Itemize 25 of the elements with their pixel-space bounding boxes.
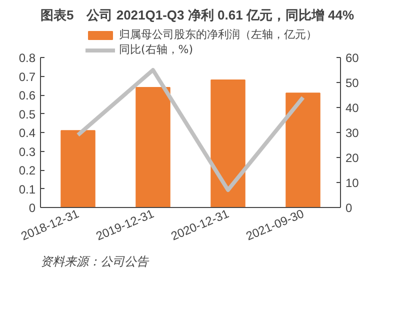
y2-tick-label: 30 (346, 126, 360, 140)
y-tick-label: 0.8 (18, 51, 36, 65)
line-series (76, 68, 305, 192)
y-tick-label: 0 (28, 201, 36, 215)
y-tick-label: 0.3 (18, 144, 36, 159)
bar (286, 92, 320, 208)
bar (136, 87, 170, 208)
y-tick-label: 0.7 (18, 70, 36, 84)
y2-tick-label: 50 (346, 76, 360, 90)
y-tick-label: 0.6 (18, 88, 36, 102)
legend-label: 同比(右轴，%) (119, 43, 194, 56)
bar (210, 80, 246, 208)
y-tick-label: 0.1 (18, 182, 36, 196)
chart-title: 图表5 公司 2021Q1-Q3 净利 0.61 亿元，同比增 44% (40, 8, 354, 22)
y2-tick-label: 60 (346, 51, 360, 65)
y-tick-label: 0.2 (18, 164, 36, 178)
y-tick-label: 0.5 (18, 107, 36, 122)
y2-tick-label: 40 (346, 101, 360, 115)
y2-tick-label: 0 (346, 201, 352, 215)
legend-label: 归属母公司股东的净利润（左轴，亿元） (119, 27, 318, 42)
y2-tick-label: 20 (346, 151, 360, 165)
y2-tick-label: 10 (346, 176, 360, 190)
y-tick-label: 0.4 (18, 126, 36, 140)
text: 资料来源：公司公告 (40, 254, 150, 268)
bar (60, 130, 96, 208)
